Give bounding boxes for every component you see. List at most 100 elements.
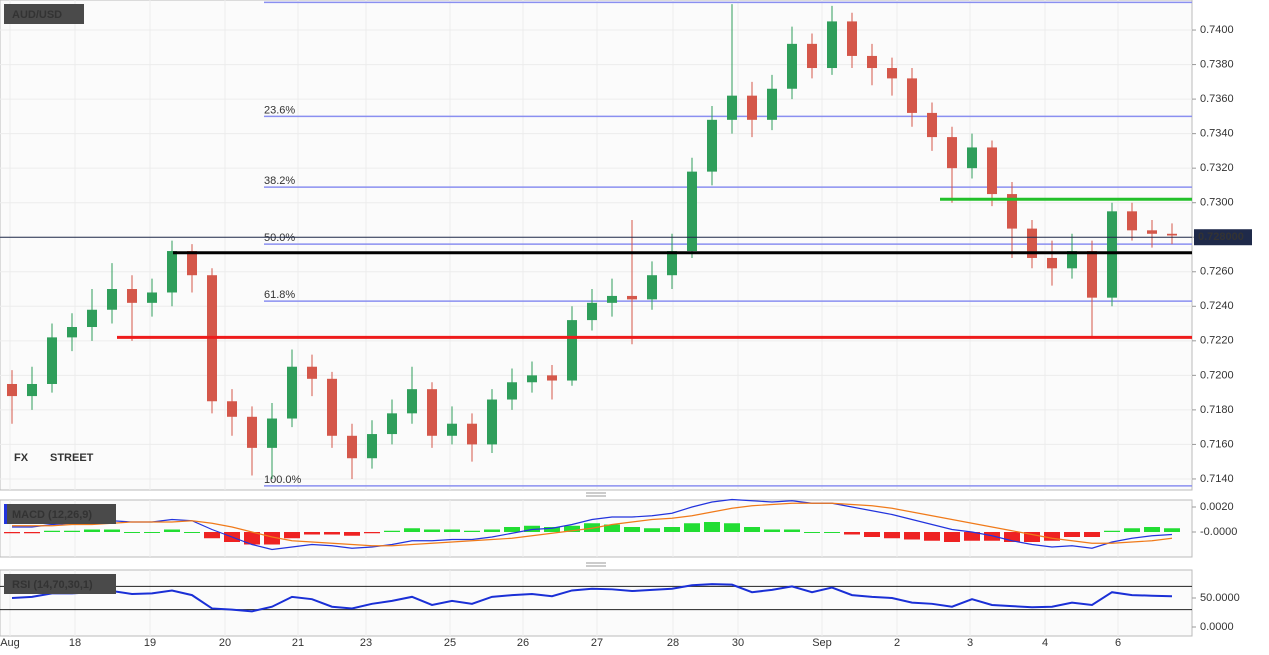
panel-handles (586, 492, 606, 567)
histogram-bar (1044, 532, 1060, 541)
candle-body (1167, 233, 1177, 236)
histogram-bar (1124, 528, 1140, 532)
candle-body (387, 413, 397, 435)
panel-title: RSI (14,70,30,1) (12, 579, 93, 591)
candle-body (407, 389, 417, 414)
histogram-bar (784, 529, 800, 532)
candle-body (327, 378, 337, 436)
x-tick-label: 28 (667, 637, 679, 649)
candle-body (707, 119, 717, 172)
histogram-bar (744, 527, 760, 532)
candle-body (667, 251, 677, 276)
histogram-bar (144, 532, 160, 533)
histogram-bar (84, 529, 100, 532)
candle-body (947, 137, 957, 169)
panel-title-box (4, 4, 84, 24)
x-tick-label: 18 (69, 637, 81, 649)
histogram-bar (184, 532, 200, 533)
candle-body (567, 320, 577, 381)
x-tick-label: 4 (1042, 637, 1048, 649)
candle-body (547, 375, 557, 381)
signal-line (12, 502, 1173, 547)
candle-body (767, 88, 777, 120)
candle-body (747, 95, 757, 120)
x-tick-label: 21 (292, 637, 304, 649)
rsi-panel (0, 569, 1193, 637)
x-tick-label: 26 (517, 637, 529, 649)
histogram-bar (384, 530, 400, 532)
histogram-bar (704, 522, 720, 532)
last-price-box (1194, 229, 1252, 246)
histogram-bar (304, 532, 320, 535)
histogram-bar (404, 528, 420, 532)
histogram-bar (664, 527, 680, 532)
histogram-bar (364, 532, 380, 534)
histogram-bar (884, 532, 900, 539)
candle-body (847, 21, 857, 56)
candle-body (727, 95, 737, 120)
histogram-bar (944, 532, 960, 542)
fib-label: 23.6% (264, 104, 295, 116)
y-tick-label: 0.7360 (1200, 93, 1234, 105)
candle-body (927, 112, 937, 138)
y-tick-label: 50.0000 (1200, 592, 1240, 604)
histogram-bar (64, 530, 80, 532)
histogram-bar (924, 532, 940, 541)
histogram-bar (104, 529, 120, 532)
candle-body (447, 423, 457, 436)
histogram-bar (604, 524, 620, 532)
candle-body (127, 289, 137, 303)
histogram-bar (724, 523, 740, 532)
fib-label: 100.0% (264, 474, 302, 486)
macd-line (12, 498, 1173, 551)
candle-body (527, 375, 537, 383)
candle-body (307, 366, 317, 379)
candle-body (167, 251, 177, 293)
y-tick-label: 0.7240 (1200, 300, 1234, 312)
histogram-bar (504, 527, 520, 532)
candle-body (107, 289, 117, 310)
y-tick-label: 0.7380 (1200, 58, 1234, 70)
panel-title-marker (4, 504, 7, 524)
histogram-bar (1164, 528, 1180, 532)
histogram-bar (584, 523, 600, 532)
histogram-bar (44, 530, 60, 532)
candle-body (1127, 211, 1137, 231)
candle-body (267, 418, 277, 448)
histogram-bar (644, 528, 660, 532)
y-tick-label: 0.7300 (1200, 197, 1234, 209)
watermark-street: STREET (50, 452, 94, 464)
candle-body (347, 435, 357, 459)
histogram-bar (164, 529, 180, 532)
candle-body (87, 309, 97, 328)
candle-body (1007, 194, 1017, 229)
candle-body (367, 434, 377, 459)
watermark-fx: FX (14, 452, 29, 464)
histogram-bar (524, 525, 540, 532)
candle-body (1087, 251, 1097, 298)
candle-body (47, 337, 57, 384)
candle-body (967, 147, 977, 169)
x-tick-label: 3 (967, 637, 973, 649)
candle-body (67, 327, 77, 338)
candle-body (147, 292, 157, 303)
candle-body (1047, 257, 1057, 269)
histogram-bar (864, 532, 880, 537)
x-tick-label: Aug (0, 637, 20, 649)
panel-title-box (4, 504, 116, 524)
candle-body (827, 21, 837, 69)
candle-body (787, 43, 797, 89)
y-tick-label: 0.7340 (1200, 128, 1234, 140)
main-panel (0, 0, 1193, 491)
histogram-bar (424, 529, 440, 532)
histogram-bar (1104, 530, 1120, 532)
x-tick-label: 23 (360, 637, 372, 649)
candle-body (687, 171, 697, 252)
x-tick-label: 19 (144, 637, 156, 649)
fib-label: 50.0% (264, 232, 295, 244)
candle-body (1107, 211, 1117, 298)
candle-body (807, 43, 817, 69)
fib-label: 61.8% (264, 289, 295, 301)
histogram-bar (324, 532, 340, 535)
rsi-line (11, 583, 1173, 613)
